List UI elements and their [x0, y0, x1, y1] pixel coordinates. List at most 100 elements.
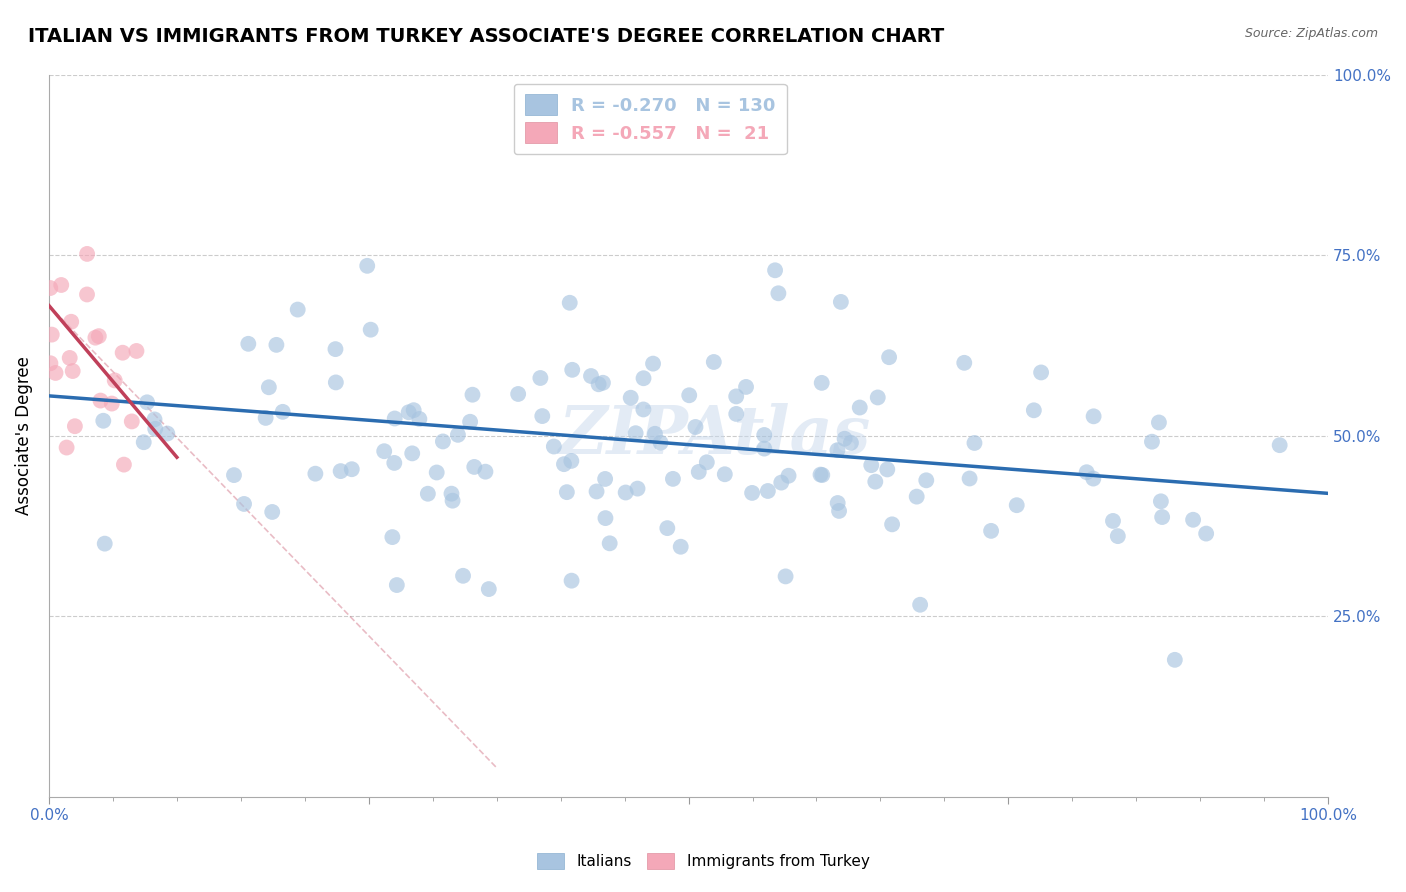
- Point: [860, 458, 883, 472]
- Point: [408, 412, 430, 426]
- Point: [830, 294, 852, 309]
- Point: [1150, 494, 1173, 508]
- Point: [101, 396, 124, 410]
- Point: [44, 366, 66, 380]
- Point: [778, 468, 800, 483]
- Point: [908, 598, 931, 612]
- Point: [531, 409, 554, 423]
- Point: [89, 393, 111, 408]
- Point: [93, 536, 115, 550]
- Point: [401, 446, 423, 460]
- Point: [87, 329, 110, 343]
- Point: [325, 376, 347, 390]
- Point: [1083, 409, 1105, 424]
- Point: [703, 355, 725, 369]
- Point: [685, 420, 707, 434]
- Point: [768, 286, 790, 301]
- Point: [340, 462, 363, 476]
- Text: ITALIAN VS IMMIGRANTS FROM TURKEY ASSOCIATE'S DEGREE CORRELATION CHART: ITALIAN VS IMMIGRANTS FROM TURKEY ASSOCI…: [28, 27, 945, 45]
- Point: [561, 363, 583, 377]
- Point: [579, 369, 602, 384]
- Point: [626, 482, 648, 496]
- Point: [688, 465, 710, 479]
- Point: [76, 287, 98, 301]
- Point: [839, 435, 862, 450]
- Point: [770, 475, 793, 490]
- Point: [39, 356, 62, 370]
- Point: [1152, 510, 1174, 524]
- Point: [588, 377, 610, 392]
- Point: [416, 487, 439, 501]
- Point: [432, 434, 454, 449]
- Point: [112, 458, 135, 472]
- Point: [143, 422, 166, 436]
- Point: [741, 486, 763, 500]
- Point: [633, 371, 655, 385]
- Point: [461, 388, 484, 402]
- Point: [963, 436, 986, 450]
- Point: [59, 351, 82, 365]
- Point: [669, 540, 692, 554]
- Point: [599, 536, 621, 550]
- Point: [304, 467, 326, 481]
- Point: [696, 455, 718, 469]
- Point: [325, 342, 347, 356]
- Point: [1083, 472, 1105, 486]
- Point: [662, 472, 685, 486]
- Point: [474, 465, 496, 479]
- Point: [382, 456, 405, 470]
- Point: [76, 247, 98, 261]
- Point: [827, 443, 849, 458]
- Point: [262, 505, 284, 519]
- Text: Source: ZipAtlas.com: Source: ZipAtlas.com: [1244, 27, 1378, 40]
- Point: [811, 468, 834, 483]
- Point: [266, 338, 288, 352]
- Point: [558, 295, 581, 310]
- Point: [111, 345, 134, 359]
- Point: [763, 263, 786, 277]
- Point: [543, 440, 565, 454]
- Point: [592, 376, 614, 390]
- Point: [463, 459, 485, 474]
- Point: [725, 407, 748, 421]
- Point: [1140, 434, 1163, 449]
- Point: [905, 490, 928, 504]
- Point: [657, 521, 679, 535]
- Point: [1195, 526, 1218, 541]
- Point: [125, 343, 148, 358]
- Point: [238, 336, 260, 351]
- Point: [39, 281, 62, 295]
- Point: [84, 331, 107, 345]
- Point: [254, 411, 277, 425]
- Point: [529, 371, 551, 385]
- Point: [1076, 465, 1098, 479]
- Point: [756, 483, 779, 498]
- Point: [1268, 438, 1291, 452]
- Point: [329, 464, 352, 478]
- Point: [633, 402, 655, 417]
- Point: [222, 468, 245, 483]
- Point: [398, 405, 420, 419]
- Point: [865, 475, 887, 489]
- Point: [980, 524, 1002, 538]
- Point: [810, 376, 832, 390]
- Legend: Italians, Immigrants from Turkey: Italians, Immigrants from Turkey: [530, 847, 876, 875]
- Point: [143, 412, 166, 426]
- Point: [641, 357, 664, 371]
- Point: [271, 405, 294, 419]
- Point: [834, 432, 856, 446]
- Point: [614, 485, 637, 500]
- Point: [827, 496, 849, 510]
- Legend: R = -0.270   N = 130, R = -0.557   N =  21: R = -0.270 N = 130, R = -0.557 N = 21: [513, 84, 787, 154]
- Point: [156, 426, 179, 441]
- Point: [775, 569, 797, 583]
- Point: [714, 467, 737, 482]
- Point: [447, 427, 470, 442]
- Point: [458, 415, 481, 429]
- Point: [440, 486, 463, 500]
- Point: [1164, 653, 1187, 667]
- Point: [644, 426, 666, 441]
- Point: [257, 380, 280, 394]
- Point: [593, 472, 616, 486]
- Point: [848, 401, 870, 415]
